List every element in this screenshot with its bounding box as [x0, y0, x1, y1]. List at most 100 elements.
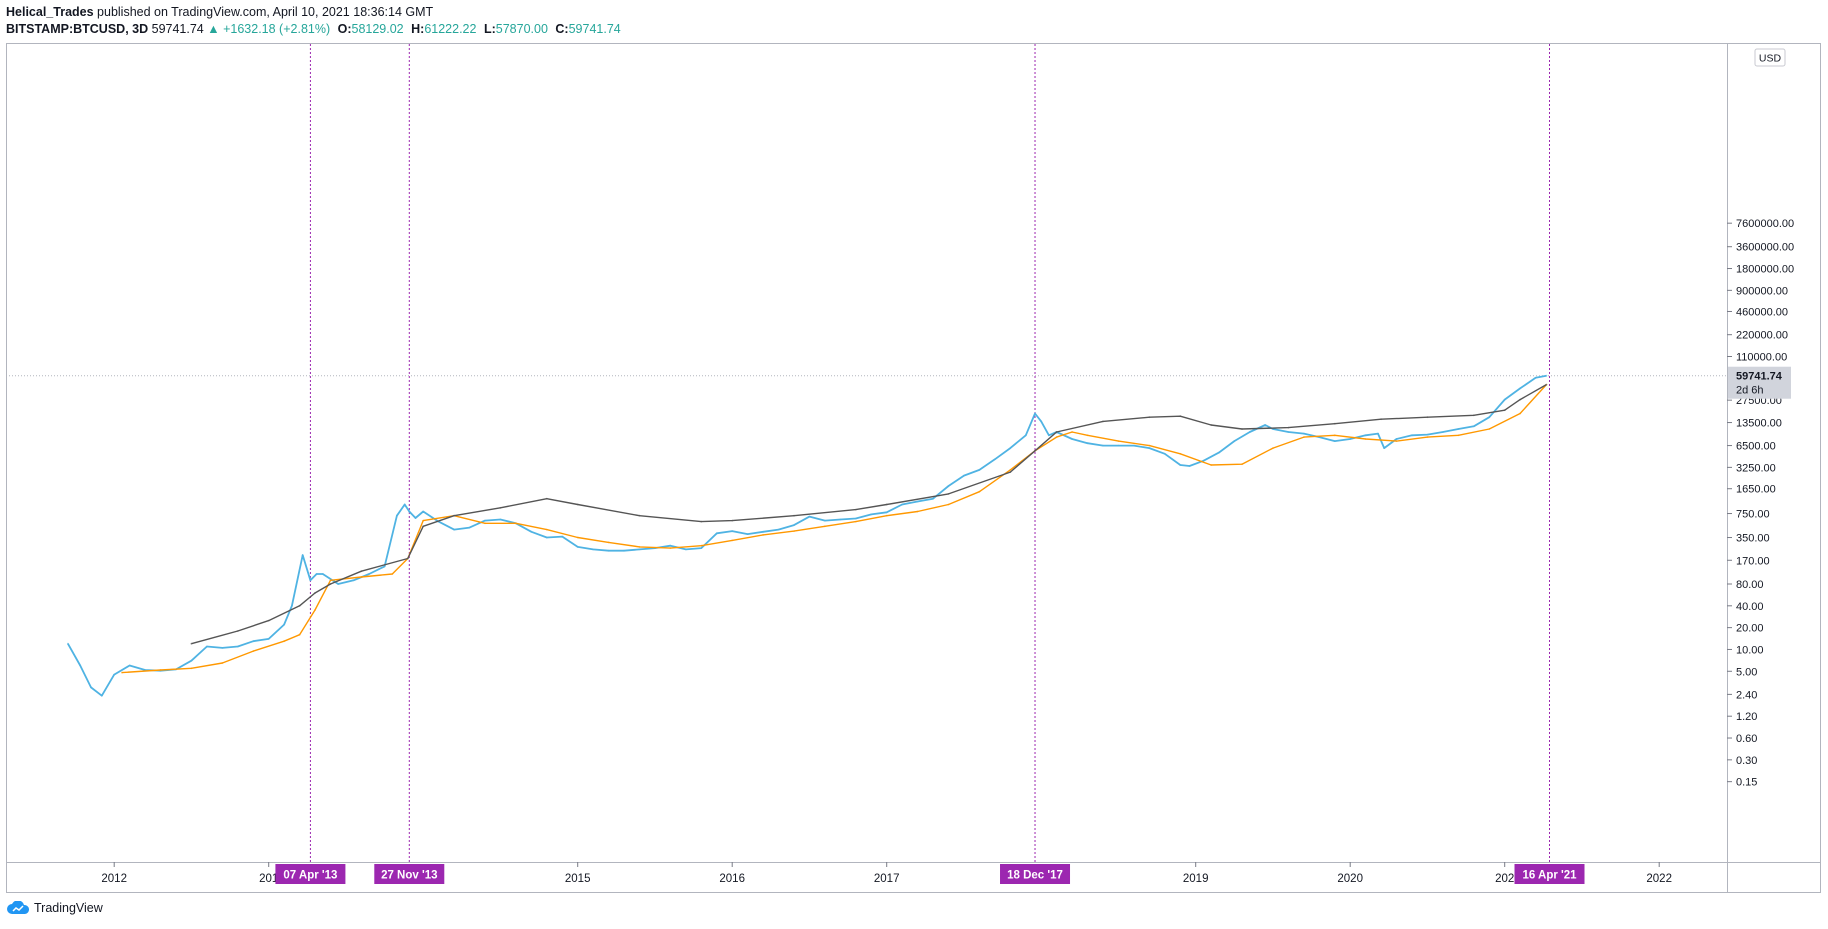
date-marker-label-3: 16 Apr '21 — [1522, 870, 1577, 882]
price-tick-label-16: 40.00 — [1736, 601, 1764, 613]
series-0-point-12 — [236, 645, 239, 648]
series-2-point-34 — [1519, 398, 1521, 401]
tradingview-cloud-icon — [7, 901, 30, 914]
chart-frame — [6, 43, 1821, 893]
series-2-point-2 — [267, 619, 270, 622]
series-0-point-85 — [1248, 431, 1251, 433]
series-0-point-33 — [484, 519, 486, 522]
series-0-point-41 — [607, 549, 610, 552]
series-0-point-76 — [1117, 444, 1120, 447]
series-0-point-31 — [453, 528, 455, 531]
series-0-point-86 — [1264, 424, 1267, 426]
series-0-point-25 — [396, 514, 398, 517]
series-1-point-27 — [885, 514, 888, 517]
series-line-1 — [121, 384, 1547, 674]
price-tick-label-10: 3250.00 — [1736, 462, 1776, 474]
series-2-point-25 — [1179, 415, 1182, 418]
last-price: 59741.74 — [151, 22, 204, 36]
series-0-point-67 — [1009, 447, 1012, 449]
author-name[interactable]: Helical_Trades — [6, 5, 94, 19]
price-tick-label-14: 170.00 — [1736, 555, 1770, 567]
series-1-point-19 — [638, 546, 641, 548]
series-0-point-15 — [283, 623, 285, 626]
series-0-point-63 — [947, 485, 950, 487]
tradingview-footer[interactable]: TradingView — [6, 901, 103, 915]
series-1-point-30 — [978, 490, 981, 493]
series-1-point-12 — [422, 519, 425, 522]
time-tick-label-1: 201 — [259, 873, 278, 885]
series-0-point-28 — [414, 517, 417, 519]
price-tick-label-21: 1.20 — [1736, 711, 1757, 723]
series-0-point-34 — [499, 518, 502, 521]
series-2-point-13 — [638, 514, 641, 517]
price-tick-label-22: 0.60 — [1736, 733, 1757, 745]
series-2-point-24 — [1148, 416, 1151, 419]
series-0-point-62 — [932, 497, 934, 500]
series-2-point-14 — [700, 520, 703, 523]
series-2-point-5 — [329, 583, 332, 585]
series-0-point-80 — [1179, 464, 1182, 466]
series-line-2 — [191, 383, 1547, 645]
series-0-point-49 — [731, 530, 734, 532]
price-tick-label-13: 350.00 — [1736, 533, 1770, 545]
series-1-point-18 — [607, 541, 610, 544]
date-marker-badge-1 — [374, 864, 445, 884]
series-1-point-48 — [1488, 428, 1491, 430]
series-0-point-9 — [190, 659, 193, 662]
series-0-point-74 — [1086, 442, 1089, 445]
series-1-point-23 — [762, 534, 764, 536]
series-1-point-17 — [576, 536, 579, 539]
series-1-point-20 — [669, 547, 672, 549]
price-tick-label-11: 1650.00 — [1736, 484, 1776, 496]
series-0-point-101 — [1472, 425, 1475, 428]
series-2-point-23 — [1102, 420, 1104, 423]
currency-badge[interactable] — [1754, 48, 1786, 67]
open-value: 58129.02 — [351, 22, 404, 36]
publish-line: Helical_Trades published on TradingView.… — [6, 4, 621, 21]
series-0-point-3 — [100, 694, 103, 697]
price-tick-label-15: 80.00 — [1736, 579, 1764, 591]
price-tick-label-8: 13500.00 — [1736, 418, 1782, 430]
time-tick-label-5: 2019 — [1183, 873, 1209, 885]
series-1-point-33 — [1055, 436, 1058, 438]
series-1-point-3 — [221, 662, 224, 664]
symbol-name[interactable]: BITSTAMP:BTCUSD, 3D — [6, 22, 149, 36]
series-0-point-45 — [669, 544, 672, 547]
series-0-point-66 — [994, 458, 996, 461]
series-line-0 — [67, 374, 1547, 697]
series-0-point-65 — [978, 469, 981, 471]
price-tick-label-12: 750.00 — [1736, 509, 1770, 521]
low-label: L: — [483, 22, 496, 36]
price-tick-label-23: 0.30 — [1736, 755, 1757, 767]
series-0-point-97 — [1411, 434, 1413, 437]
series-1-point-25 — [824, 525, 826, 528]
price-change: ▲ +1632.18 (+2.81%) — [207, 22, 331, 36]
series-0-point-48 — [715, 532, 718, 535]
time-tick-label-0: 2012 — [101, 873, 127, 885]
series-1-point-4 — [252, 650, 255, 652]
series-1-point-42 — [1303, 436, 1305, 438]
price-tick-label-5: 220000.00 — [1736, 330, 1788, 342]
series-1-point-37 — [1148, 444, 1151, 447]
series-0-point-55 — [824, 519, 826, 522]
date-marker-label-1: 27 Nov '13 — [381, 870, 437, 882]
series-0-point-103 — [1503, 398, 1506, 401]
series-0-point-94 — [1377, 432, 1379, 435]
series-1-point-47 — [1457, 434, 1460, 437]
series-2-point-0 — [190, 642, 193, 645]
series-0-point-104 — [1519, 387, 1521, 390]
date-marker-label-2: 18 Dec '17 — [1007, 870, 1063, 882]
series-1-point-1 — [159, 669, 162, 671]
time-tick-label-3: 2016 — [719, 873, 745, 885]
series-1-point-26 — [854, 520, 857, 523]
series-0-point-61 — [916, 500, 919, 503]
series-2-point-4 — [314, 592, 316, 594]
series-0-point-27 — [408, 510, 411, 513]
series-2-point-31 — [1426, 416, 1429, 419]
series-0-point-42 — [623, 549, 625, 552]
series-2-point-28 — [1287, 426, 1290, 429]
series-1-point-15 — [515, 522, 517, 525]
series-1-point-8 — [329, 579, 332, 582]
series-0-point-59 — [885, 511, 888, 514]
